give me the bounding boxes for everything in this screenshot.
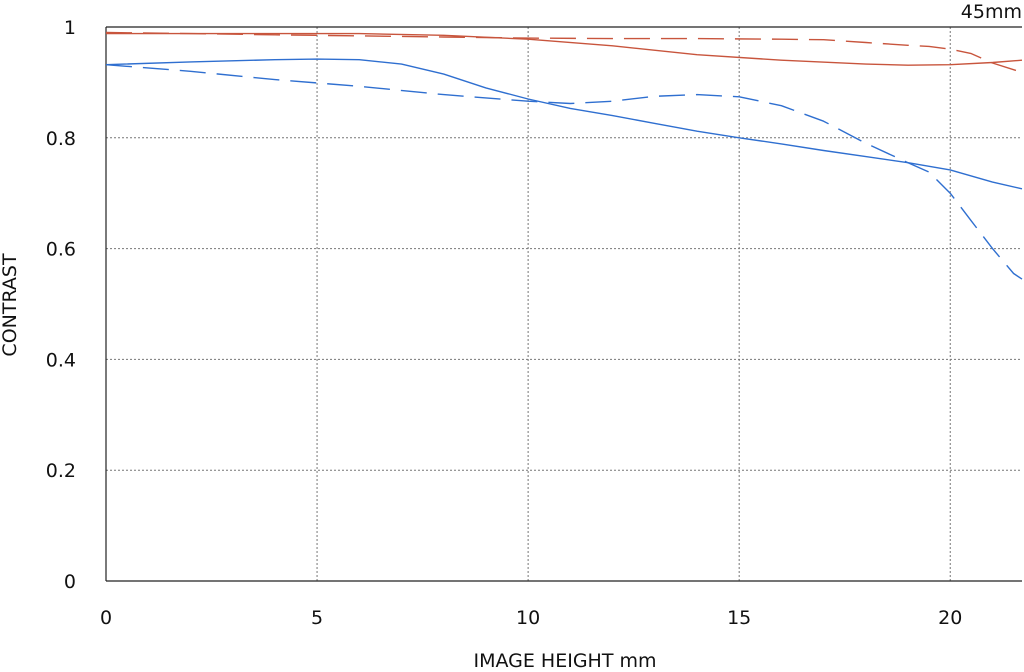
chart-title: 45mm [961,1,1022,23]
series-line-red-dashed [105,31,1023,74]
y-tick-label: 1 [64,17,76,39]
x-tick-label: 0 [100,607,112,629]
series-line-blue-solid [105,58,1023,190]
y-axis-title: CONTRAST [0,253,21,357]
series-line-blue-dashed [105,64,1023,280]
axes [105,26,1022,582]
tick-labels: 00.20.40.60.810 5 10 15 20 [46,17,963,629]
series-lines [105,31,1023,280]
x-axis-title: IMAGE HEIGHT mm [474,650,657,672]
x-tick-label: 20 [938,607,962,629]
series-line-red-solid [106,32,1023,66]
y-tick-label: 0.6 [46,239,76,261]
grid-lines [106,27,1022,581]
y-tick-label: 0.8 [46,128,76,150]
y-tick-label: 0.4 [46,349,76,371]
y-tick-label: 0 [64,571,76,593]
y-tick-label: 0.2 [46,460,76,482]
x-tick-label: 5 [311,607,323,629]
x-tick-label: 10 [516,607,540,629]
x-tick-label: 15 [727,607,751,629]
